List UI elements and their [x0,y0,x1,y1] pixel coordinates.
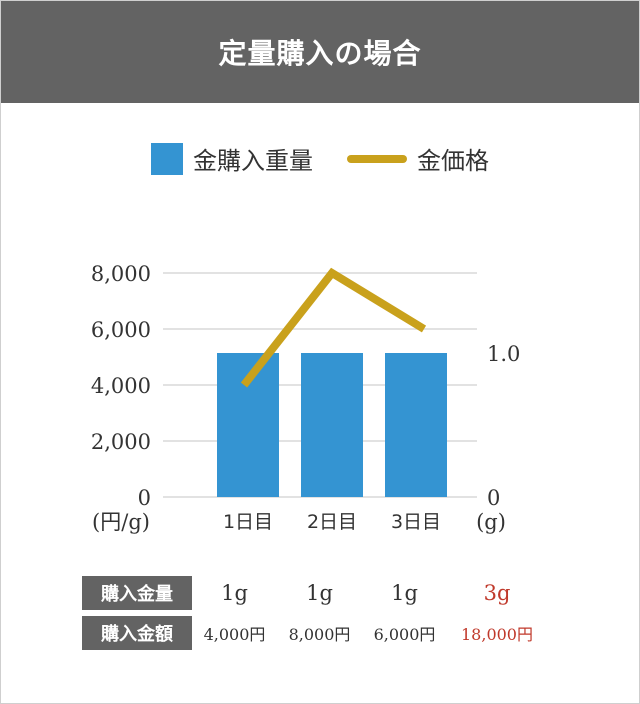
y-tick-label-left: 0 [138,486,151,510]
page-title: 定量購入の場合 [1,1,639,103]
y-tick-label-right: 1.0 [487,342,520,366]
quantity-day-3: 1g [391,581,418,605]
y-tick-label-left: 6,000 [91,318,151,342]
legend-swatch-bar [151,142,183,175]
amount-day-1: 4,000円 [203,625,266,644]
table-row: 購入金量 1g 1g 1g 3g [82,576,547,610]
y-axis-unit-right: (g) [476,510,506,534]
amount-day-3: 6,000円 [373,625,436,644]
y-axis-unit-left: (円/g) [92,510,150,534]
quantity-day-2: 1g [306,581,333,605]
x-tick-label: 2日目 [307,511,357,533]
legend-item-price: 金価格 [313,141,489,176]
amount-day-2: 8,000円 [288,625,351,644]
y-tick-label-left: 4,000 [91,374,151,398]
legend-label-weight: 金購入重量 [193,147,313,175]
legend-label-price: 金価格 [417,147,489,175]
legend-item-weight: 金購入重量 [151,141,313,176]
x-tick-label: 1日目 [223,511,273,533]
quantity-day-1: 1g [221,581,248,605]
x-tick-label: 3日目 [391,511,441,533]
summary-table: 購入金量 1g 1g 1g 3g 購入金額 4,000円 8,000円 6,00… [82,570,547,656]
bar-weight-2 [301,353,363,497]
row-header-quantity: 購入金量 [82,576,192,610]
y-tick-label-left: 8,000 [91,262,151,286]
y-tick-label-left: 2,000 [91,430,151,454]
y-tick-label-right: 0 [487,486,500,510]
table-row: 購入金額 4,000円 8,000円 6,000円 18,000円 [82,616,547,650]
legend-swatch-line [347,154,407,163]
legend: 金購入重量 金価格 [1,141,639,176]
bar-weight-3 [385,353,447,497]
amount-total: 18,000円 [461,625,533,644]
quantity-total: 3g [483,581,511,605]
row-header-amount: 購入金額 [82,616,192,650]
